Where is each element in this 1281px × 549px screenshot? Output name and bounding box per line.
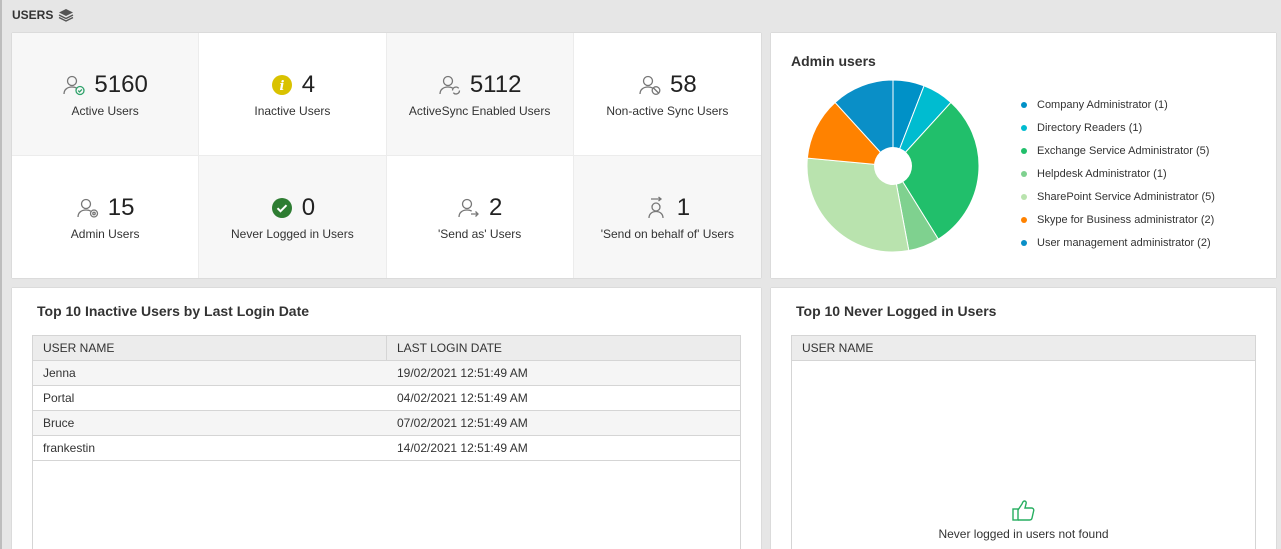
stat-label: Inactive Users <box>254 103 331 118</box>
user-forward-icon <box>645 196 669 220</box>
legend-label: Helpdesk Administrator (1) <box>1037 167 1167 180</box>
stat-active-users[interactable]: 5160 Active Users <box>12 33 200 156</box>
legend-item[interactable]: Directory Readers (1) <box>1021 116 1215 139</box>
stat-label: Never Logged in Users <box>231 226 354 241</box>
legend-dot-icon <box>1021 170 1027 177</box>
legend-dot-icon <box>1021 124 1027 131</box>
stat-label: Active Users <box>71 103 139 118</box>
stat-value: 1 <box>676 193 691 221</box>
section-title: USERS <box>12 8 74 22</box>
layers-icon[interactable] <box>58 8 74 22</box>
cell-user-name: frankestin <box>43 441 96 455</box>
cell-last-login: 14/02/2021 12:51:49 AM <box>397 441 528 455</box>
inactive-users-panel: Top 10 Inactive Users by Last Login Date… <box>12 288 761 549</box>
admin-chart-title: Admin users <box>791 53 876 69</box>
column-header-last-login[interactable]: LAST LOGIN DATE <box>397 341 502 355</box>
never-logged-in-table: USER NAME Never logged in users not foun… <box>791 335 1256 549</box>
stat-non-active-sync[interactable]: 58 Non-active Sync Users <box>573 33 761 156</box>
cell-user-name: Bruce <box>43 416 75 430</box>
legend-item[interactable]: SharePoint Service Administrator (5) <box>1021 185 1215 208</box>
user-check-icon <box>62 73 86 97</box>
inactive-table-title: Top 10 Inactive Users by Last Login Date <box>37 303 310 319</box>
user-send-icon <box>457 196 481 220</box>
left-edge <box>0 0 2 549</box>
legend-item[interactable]: Exchange Service Administrator (5) <box>1021 139 1215 162</box>
stat-value: 4 <box>301 70 316 98</box>
stat-value: 5160 <box>94 70 148 98</box>
legend-label: Exchange Service Administrator (5) <box>1037 144 1210 157</box>
pie-slice-user-management-administrator[interactable] <box>834 80 894 168</box>
stat-admin-users[interactable]: 15 Admin Users <box>12 155 200 278</box>
pie-slice-exchange-service-administrator[interactable] <box>892 101 979 240</box>
legend-label: User management administrator (2) <box>1037 236 1211 249</box>
section-header: USERS <box>0 0 1281 30</box>
legend-item[interactable]: Helpdesk Administrator (1) <box>1021 162 1215 185</box>
section-title-text: USERS <box>12 8 54 22</box>
check-circle-icon <box>270 196 294 220</box>
never-table-title: Top 10 Never Logged in Users <box>796 303 997 319</box>
stat-send-as[interactable]: 2 'Send as' Users <box>387 155 574 278</box>
empty-state-text: Never logged in users not found <box>938 527 1109 541</box>
pie-slice-skype-for-business-administrator[interactable] <box>807 101 895 167</box>
table-row[interactable]: Portal 04/02/2021 12:51:49 AM <box>33 386 740 411</box>
user-sync-off-icon <box>638 73 662 97</box>
column-header-user-name[interactable]: USER NAME <box>33 336 387 360</box>
inactive-users-table: USER NAME LAST LOGIN DATE Jenna 19/02/20… <box>32 335 741 549</box>
cell-last-login: 04/02/2021 12:51:49 AM <box>397 391 528 405</box>
legend-label: Directory Readers (1) <box>1037 121 1143 134</box>
legend-dot-icon <box>1021 193 1027 200</box>
stat-value: 15 <box>107 193 135 221</box>
legend-label: SharePoint Service Administrator (5) <box>1037 190 1215 203</box>
thumbs-up-icon <box>1011 500 1034 521</box>
table-header: USER NAME <box>792 336 1255 361</box>
cell-last-login: 07/02/2021 12:51:49 AM <box>397 416 528 430</box>
stat-value: 5112 <box>469 70 522 98</box>
legend-dot-icon <box>1021 239 1027 246</box>
admin-chart-legend: Company Administrator (1) Directory Read… <box>1021 93 1215 254</box>
never-logged-in-panel: Top 10 Never Logged in Users USER NAME N… <box>771 288 1276 549</box>
legend-dot-icon <box>1021 216 1027 223</box>
stat-label: Admin Users <box>70 226 140 241</box>
cell-user-name: Portal <box>43 391 75 405</box>
empty-state: Never logged in users not found <box>792 499 1255 541</box>
stat-label: ActiveSync Enabled Users <box>408 103 551 118</box>
stat-inactive-users[interactable]: i 4 Inactive Users <box>199 33 387 156</box>
legend-item[interactable]: Company Administrator (1) <box>1021 93 1215 116</box>
svg-text:i: i <box>279 79 284 94</box>
legend-dot-icon <box>1021 101 1027 108</box>
legend-dot-icon <box>1021 147 1027 154</box>
admin-users-panel: Admin users Company Administrator (1) Di… <box>771 33 1276 278</box>
column-header-user-name[interactable]: USER NAME <box>802 341 874 355</box>
stat-value: 2 <box>488 193 503 221</box>
stat-send-on-behalf[interactable]: 1 'Send on behalf of' Users <box>573 155 761 278</box>
legend-item[interactable]: Skype for Business administrator (2) <box>1021 208 1215 231</box>
admin-users-pie-chart[interactable] <box>807 80 979 252</box>
table-row[interactable]: Bruce 07/02/2021 12:51:49 AM <box>33 411 740 436</box>
user-sync-icon <box>438 73 462 97</box>
stat-value: 58 <box>670 70 697 98</box>
user-stats-panel: 5160 Active Users i 4 Inactive Users 511… <box>12 33 761 278</box>
legend-label: Company Administrator (1) <box>1037 98 1168 111</box>
stat-label: Non-active Sync Users <box>606 103 729 118</box>
table-header: USER NAME LAST LOGIN DATE <box>33 336 740 361</box>
legend-item[interactable]: User management administrator (2) <box>1021 231 1215 254</box>
stat-never-logged-in[interactable]: 0 Never Logged in Users <box>199 155 387 278</box>
table-row[interactable]: Jenna 19/02/2021 12:51:49 AM <box>33 361 740 386</box>
cell-last-login: 19/02/2021 12:51:49 AM <box>397 366 528 380</box>
stat-activesync-enabled[interactable]: 5112 ActiveSync Enabled Users <box>386 33 574 156</box>
cell-user-name: Jenna <box>43 366 76 380</box>
legend-label: Skype for Business administrator (2) <box>1037 213 1215 226</box>
pie-center-hole <box>874 147 912 185</box>
table-row[interactable]: frankestin 14/02/2021 12:51:49 AM <box>33 436 740 461</box>
stat-value: 0 <box>301 193 316 221</box>
info-icon: i <box>270 73 294 97</box>
stat-label: 'Send on behalf of' Users <box>600 226 735 241</box>
stat-label: 'Send as' Users <box>437 226 522 241</box>
user-gear-icon <box>76 196 100 220</box>
